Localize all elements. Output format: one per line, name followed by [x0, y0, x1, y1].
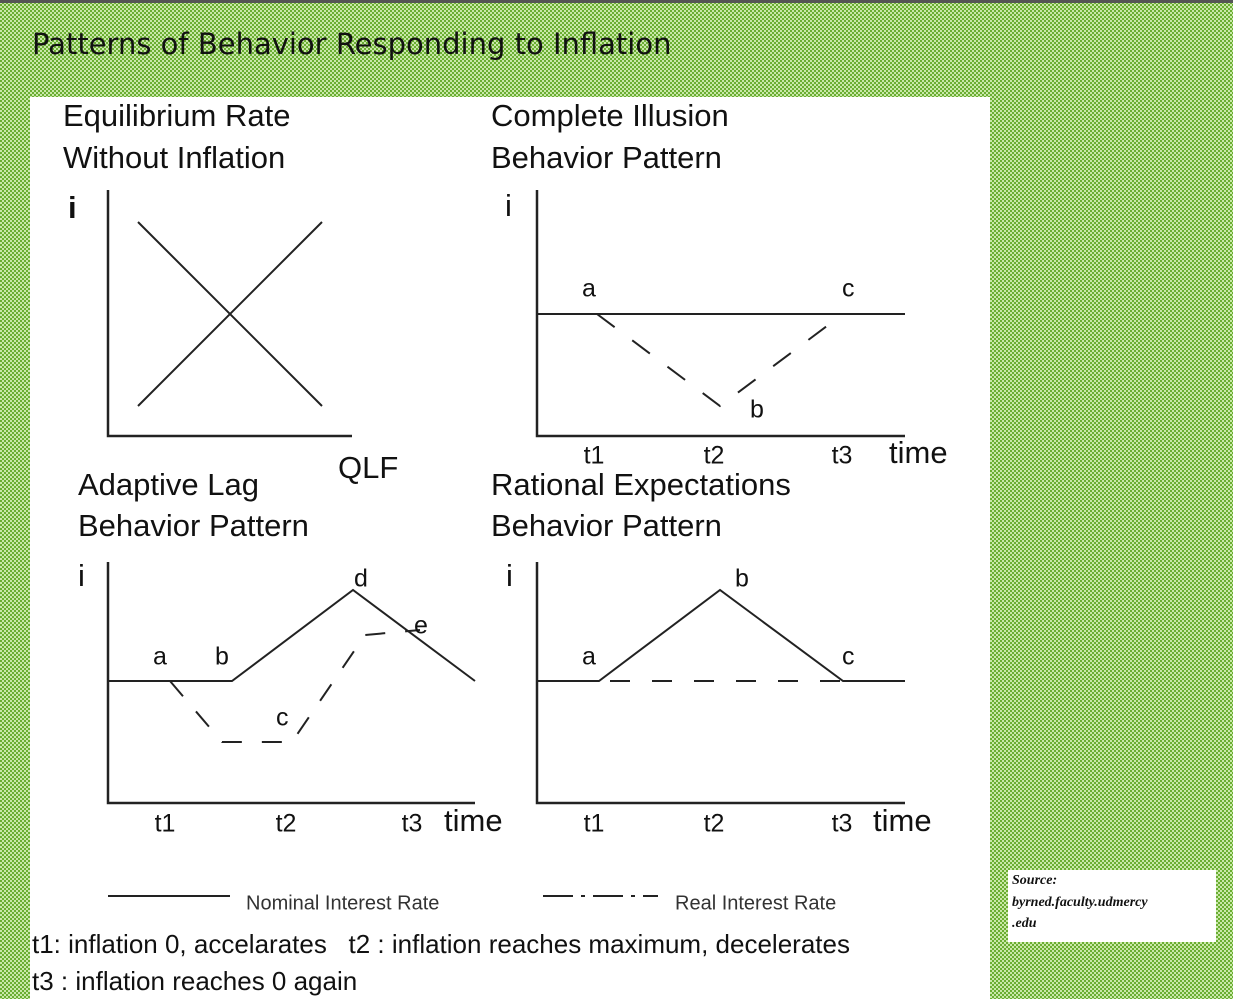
x-tick-label: t2	[276, 810, 297, 838]
real-line	[596, 313, 844, 408]
top-border	[0, 0, 1233, 3]
axis-label: i	[506, 558, 513, 593]
point-label: a	[153, 643, 167, 671]
source: .edu	[1012, 916, 1037, 931]
panel-title: Behavior Pattern	[491, 140, 722, 175]
point-label: c	[842, 275, 855, 303]
panel-title: Without Inflation	[63, 140, 285, 175]
panel-title: Complete Illusion	[491, 98, 729, 133]
source: Source:	[1012, 873, 1057, 888]
axis-label: time	[873, 803, 932, 838]
point-label: d	[354, 565, 368, 593]
title: Patterns of Behavior Responding to Infla…	[32, 27, 671, 61]
panel-bg	[30, 97, 990, 999]
x-tick-label: t1	[155, 810, 176, 838]
point-label: c	[842, 643, 855, 671]
x-tick-label: t1	[584, 810, 605, 838]
legend-label: Nominal Interest Rate	[246, 892, 439, 914]
source: byrned.faculty.udmercy	[1012, 895, 1148, 910]
panel-title: Behavior Pattern	[78, 508, 309, 543]
axes	[535, 562, 905, 805]
point-label: b	[735, 565, 749, 593]
curves	[137, 221, 323, 407]
source-bg	[1008, 870, 1216, 942]
x-tick-label: t3	[402, 810, 423, 838]
axes	[535, 190, 905, 438]
axes	[106, 190, 352, 438]
axis-label: time	[889, 435, 948, 470]
axis-label: QLF	[338, 450, 398, 485]
axis-label: time	[444, 803, 503, 838]
legend-label: Real Interest Rate	[675, 892, 836, 914]
point-label: b	[215, 643, 229, 671]
axes	[106, 562, 475, 805]
x-tick-label: t2	[704, 442, 725, 470]
point-label: a	[582, 643, 596, 671]
point-label: c	[276, 704, 289, 732]
panel-title: Adaptive Lag	[78, 467, 259, 502]
point-label: a	[582, 275, 596, 303]
nominal-line	[537, 588, 905, 682]
point-label: e	[414, 612, 428, 640]
x-tick-label: t3	[832, 442, 853, 470]
note: t1: inflation 0, accelarates t2 : inflat…	[32, 929, 850, 959]
note: t3 : inflation reaches 0 again	[32, 966, 357, 996]
axis-label: i	[68, 190, 77, 225]
axis-label: i	[78, 558, 85, 593]
panel-title: Behavior Pattern	[491, 508, 722, 543]
x-tick-label: t1	[584, 442, 605, 470]
panel-title: Rational Expectations	[491, 467, 791, 502]
point-label: b	[750, 396, 764, 424]
real-line	[169, 629, 421, 743]
x-tick-label: t3	[832, 810, 853, 838]
x-tick-label: t2	[704, 810, 725, 838]
axis-label: i	[505, 188, 512, 223]
panel-title: Equilibrium Rate	[63, 98, 290, 133]
